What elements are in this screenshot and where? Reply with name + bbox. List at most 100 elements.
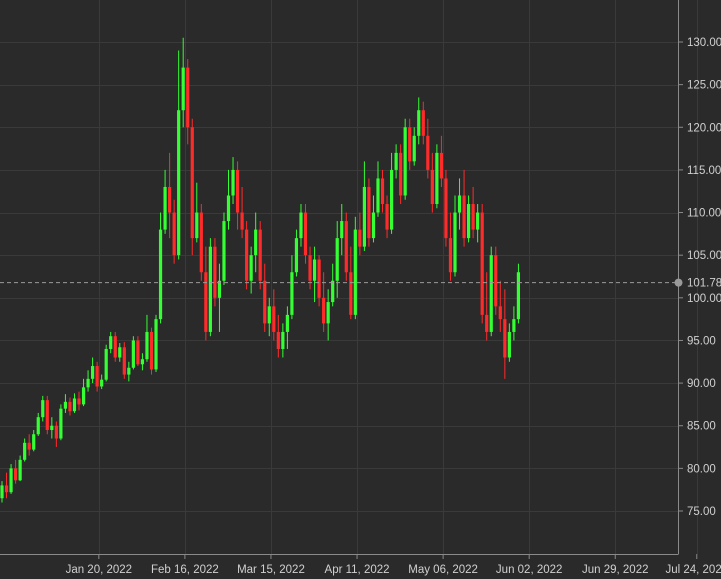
candle [480,204,484,324]
candle-body [272,306,276,332]
candle-body [376,178,380,213]
candle [18,455,22,482]
candle [498,280,502,332]
candle [136,336,140,367]
gridlines [0,0,698,554]
candle [448,212,453,281]
candle [59,404,63,441]
candle [312,246,317,303]
candle-body [371,212,376,239]
candle [421,101,425,145]
candle [86,370,90,392]
candle [249,246,253,294]
candle [258,221,262,290]
candle [331,263,335,307]
candle [208,238,212,337]
candle [353,216,357,320]
candle [272,289,276,341]
candle [290,255,294,320]
last-price-label: 101.78 [687,278,721,290]
candle-body [294,238,299,273]
x-tick-label: Jan 20, 2022 [66,564,133,576]
candle [199,204,203,281]
y-tick-label: 85.00 [687,421,716,433]
candle-body [507,331,511,358]
candle [217,263,222,332]
candle-body [263,280,267,324]
candle [181,37,185,128]
candle-body [344,221,348,273]
candle [122,342,126,379]
candle-body [127,367,131,375]
candle-body [163,186,167,230]
candle [186,59,190,145]
candle-body [485,314,489,332]
candle-body [498,306,502,320]
candle-body [122,347,126,375]
candle-body [213,246,217,298]
candle [190,118,194,256]
candle [41,395,45,422]
candle-body [435,152,439,205]
candle [340,204,344,256]
candle [299,204,303,247]
candle [50,417,54,439]
candle [408,118,412,170]
candle-body [394,152,398,170]
candle-body [81,387,86,405]
candle-body [149,331,154,370]
candle-body [59,408,63,439]
candle [113,331,117,362]
y-tick-label: 90.00 [687,378,716,390]
candle-body [23,442,27,460]
candle-body [222,221,226,281]
candle-body [145,331,149,360]
candle [267,297,271,337]
candle-body [448,238,453,273]
candle [145,314,149,362]
candle-body [380,178,385,205]
candle [77,391,81,411]
candle [68,397,72,416]
y-tick-label: 110.00 [687,208,721,220]
candle [376,161,380,217]
candle [439,135,444,187]
candle-body [349,272,353,315]
candle [127,361,131,382]
candle-body [317,259,321,298]
candle [512,306,516,341]
candle-body [245,229,249,281]
candle [317,255,321,307]
candle-body [267,306,271,324]
candle-body [113,336,117,358]
candle-body [68,401,72,412]
candle-body [480,212,484,315]
candle-body [208,246,212,332]
candle-body [226,195,231,222]
candle-body [50,425,54,430]
candle [23,438,27,462]
candle-body [466,204,471,239]
candle-body [177,110,181,256]
candle-body [462,195,466,239]
y-tick-label: 120.00 [687,122,721,134]
candle [444,169,448,247]
y-tick-label: 115.00 [687,165,721,177]
last-price-indicator: 101.78 [0,278,721,290]
x-axis-ticks: Jan 20, 2022 Feb 16, 2022 Mar 15, 2022 Apr … [66,554,721,576]
candle [335,221,339,298]
x-tick-label: Jun 29, 2022 [582,564,649,576]
candle [0,481,4,503]
candle-body [353,229,357,315]
last-price-marker[interactable] [674,278,683,287]
candle-body [399,152,403,196]
candle-body [453,212,457,273]
candle [367,178,371,247]
candle-body [158,229,163,320]
candle-body [13,468,18,481]
candle [158,212,163,324]
candle [27,434,31,456]
candle [13,459,18,484]
candle-body [109,336,113,349]
